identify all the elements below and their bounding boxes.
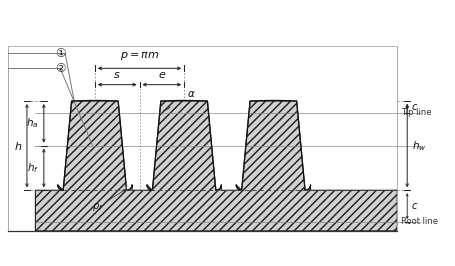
Polygon shape (35, 101, 397, 231)
Text: Root line: Root line (401, 218, 438, 226)
Text: ①: ① (55, 47, 66, 60)
Text: $\alpha$: $\alpha$ (187, 89, 195, 98)
Text: $h_a$: $h_a$ (26, 117, 39, 130)
Text: $\rho_f$: $\rho_f$ (91, 189, 126, 213)
Text: $h_f$: $h_f$ (27, 161, 39, 175)
Text: $p = \pi m$: $p = \pi m$ (120, 50, 159, 62)
Text: Tip line: Tip line (401, 109, 431, 117)
Text: $e$: $e$ (157, 70, 166, 80)
Text: $s$: $s$ (113, 70, 121, 80)
Text: $h$: $h$ (14, 140, 22, 152)
Text: $h_w$: $h_w$ (412, 139, 427, 152)
Text: $c$: $c$ (411, 201, 419, 211)
Text: $c$: $c$ (411, 102, 419, 112)
Text: ②: ② (55, 62, 66, 75)
